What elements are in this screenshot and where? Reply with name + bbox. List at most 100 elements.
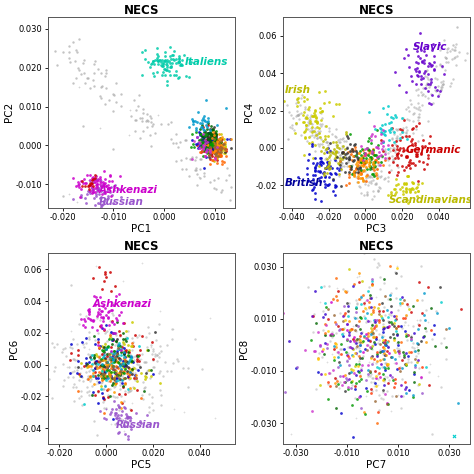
Point — [200, 134, 207, 142]
Point — [401, 361, 409, 368]
Point — [215, 149, 222, 156]
Point — [370, 151, 377, 159]
Point — [322, 164, 330, 171]
Point — [203, 125, 211, 133]
Point — [346, 147, 354, 155]
Point — [380, 324, 388, 332]
Point — [405, 321, 412, 329]
Point — [143, 123, 151, 130]
Point — [211, 137, 219, 144]
Point — [205, 137, 212, 145]
X-axis label: PC3: PC3 — [366, 224, 386, 234]
Point — [292, 119, 300, 127]
Point — [419, 90, 427, 98]
Point — [213, 149, 220, 157]
Point — [398, 293, 406, 301]
Point — [95, 186, 102, 193]
Point — [331, 374, 339, 382]
Point — [102, 361, 110, 368]
Point — [375, 300, 383, 307]
Point — [75, 35, 82, 43]
Point — [93, 183, 101, 191]
Point — [377, 306, 384, 314]
Point — [86, 315, 94, 323]
Point — [145, 408, 153, 415]
Point — [90, 366, 97, 374]
Point — [357, 314, 365, 322]
Point — [327, 169, 334, 177]
Point — [211, 142, 219, 149]
Point — [386, 376, 393, 384]
Point — [217, 145, 224, 153]
Point — [114, 344, 121, 351]
Point — [335, 350, 343, 358]
Point — [62, 345, 69, 352]
Point — [140, 387, 148, 394]
Point — [59, 345, 66, 352]
Point — [99, 182, 106, 189]
Point — [155, 369, 163, 376]
Point — [406, 188, 414, 196]
Point — [380, 355, 387, 363]
Point — [100, 414, 108, 421]
Point — [427, 78, 435, 86]
Point — [313, 130, 320, 137]
Point — [422, 67, 430, 74]
Point — [85, 182, 92, 190]
Point — [394, 150, 401, 157]
Point — [343, 130, 350, 138]
Point — [379, 316, 387, 324]
Point — [308, 123, 315, 130]
Point — [136, 355, 143, 363]
Point — [437, 383, 445, 391]
Point — [369, 164, 377, 172]
Point — [374, 153, 381, 161]
Point — [304, 121, 312, 129]
Point — [418, 179, 426, 186]
Point — [111, 181, 118, 189]
Point — [444, 48, 451, 56]
Point — [211, 154, 219, 162]
Point — [110, 352, 118, 359]
Point — [98, 356, 106, 364]
Point — [133, 357, 141, 365]
Point — [210, 147, 218, 155]
Point — [319, 140, 326, 148]
Point — [154, 68, 161, 75]
Point — [319, 107, 326, 115]
Point — [70, 356, 77, 363]
Point — [133, 361, 141, 368]
Point — [109, 336, 117, 344]
Point — [311, 128, 319, 136]
Point — [85, 306, 93, 313]
Point — [128, 346, 136, 354]
Point — [109, 365, 117, 373]
Point — [92, 381, 100, 388]
Point — [125, 374, 132, 381]
Point — [285, 108, 292, 116]
Point — [219, 133, 226, 141]
Point — [321, 331, 328, 339]
Point — [85, 367, 93, 374]
Point — [386, 128, 394, 136]
Point — [103, 358, 110, 366]
Point — [309, 175, 317, 182]
Point — [379, 370, 387, 377]
Point — [367, 378, 374, 385]
Point — [403, 336, 411, 344]
Point — [340, 137, 348, 145]
Point — [418, 309, 426, 317]
Point — [359, 176, 366, 184]
Point — [381, 150, 389, 158]
Point — [99, 379, 106, 386]
Point — [170, 71, 178, 79]
Point — [109, 382, 116, 389]
Point — [381, 375, 388, 383]
Point — [146, 131, 154, 139]
Point — [210, 128, 217, 136]
Point — [212, 131, 220, 139]
Point — [403, 123, 410, 130]
Point — [100, 371, 108, 378]
Point — [329, 366, 337, 374]
Point — [53, 340, 60, 347]
